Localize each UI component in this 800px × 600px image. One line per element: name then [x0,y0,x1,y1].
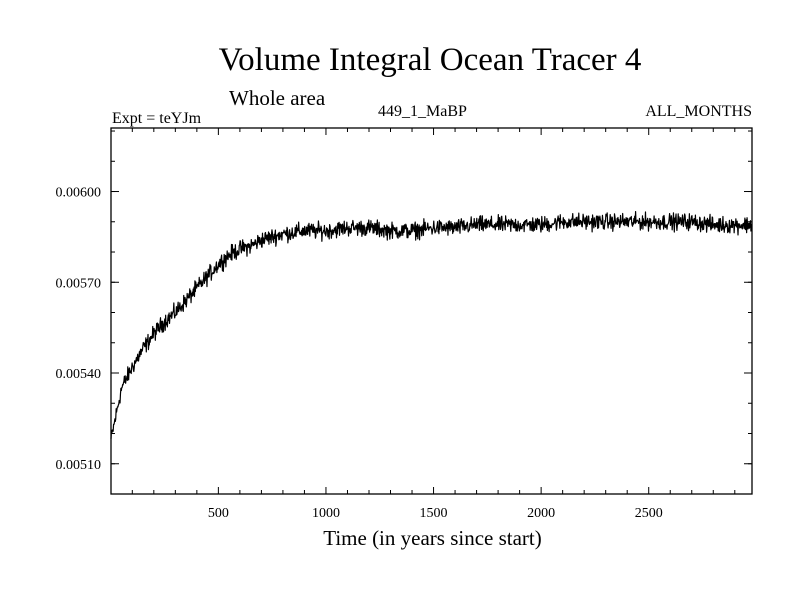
x-tick-label: 2500 [635,506,663,521]
y-tick-label: 0.00510 [56,458,102,473]
x-tick-label: 500 [208,506,229,521]
series-layer [110,210,753,439]
tick-layer: 500 1000 1500 2000 2500 0.00510 0.00540 0.00570… [56,128,752,521]
months-label: ALL_MONTHS [645,103,752,120]
y-tick-label: 0.00540 [56,367,102,382]
x-tick-label: 1500 [420,506,448,521]
chart-title: Volume Integral Ocean Tracer 4 [218,42,642,78]
y-tick-label: 0.00570 [56,276,102,291]
y-tick-label: 0.00600 [56,186,102,201]
x-tick-label: 2000 [527,506,555,521]
experiment-label: Expt = teYJm [112,110,202,127]
x-tick-label: 1000 [312,506,340,521]
series-line [110,210,753,439]
x-axis-label: Time (in years since start) [323,526,542,550]
plot-frame [110,127,753,495]
run-label: 449_1_MaBP [378,103,467,120]
chart-subtitle: Whole area [229,86,326,110]
